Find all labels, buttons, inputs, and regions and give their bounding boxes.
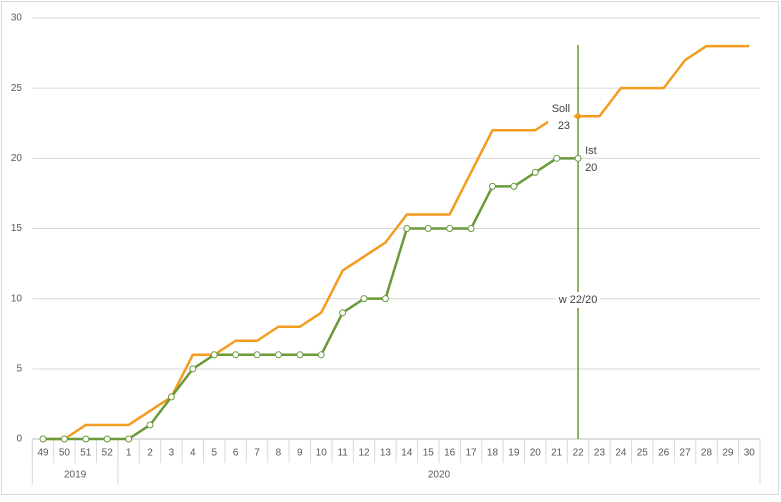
label-bg: [548, 102, 575, 135]
point: [317, 351, 325, 359]
x-tick-label: 20: [530, 448, 542, 459]
point: [60, 435, 68, 443]
point: [253, 351, 261, 359]
point: [125, 435, 133, 443]
x-tick-label: 17: [465, 448, 477, 459]
x-tick-label: 21: [551, 448, 563, 459]
x-tick-label: 23: [594, 448, 606, 459]
point: [339, 309, 347, 317]
x-tick-label: 14: [401, 448, 413, 459]
point: [446, 225, 454, 232]
data-label-name: Soll: [552, 103, 570, 115]
x-tick-label: 49: [37, 448, 49, 459]
x-tick-label: 51: [80, 448, 92, 459]
x-tick-label: 8: [276, 448, 282, 459]
y-tick-label: 10: [11, 293, 23, 304]
data-label: 23: [558, 120, 570, 132]
x-tick-label: 11: [337, 448, 348, 459]
data-label-name: Ist: [585, 145, 597, 157]
point: [167, 393, 175, 401]
x-tick-label: 52: [102, 448, 114, 459]
x-tick-label: 13: [380, 448, 392, 459]
series-line: [43, 157, 579, 441]
point: [103, 435, 111, 443]
x-tick-label: 26: [658, 448, 670, 459]
marker-label-bg: [556, 292, 601, 308]
x-tick-label: 9: [297, 448, 303, 459]
y-tick-label: 0: [16, 434, 22, 445]
x-tick-label: 4: [190, 448, 196, 459]
x-tick-label: 29: [722, 448, 734, 459]
data-label: 20: [585, 162, 597, 174]
group-label: 2019: [64, 470, 87, 481]
x-tick-label: 25: [637, 448, 649, 459]
y-tick-label: 5: [16, 363, 22, 374]
x-tick-label: 6: [233, 448, 239, 459]
x-tick-label: 50: [59, 448, 71, 459]
y-tick-label: 15: [11, 223, 23, 234]
point: [381, 295, 389, 303]
x-tick-label: 12: [358, 448, 370, 459]
point: [574, 154, 582, 162]
point: [424, 225, 432, 232]
y-tick-label: 20: [11, 153, 23, 164]
marker-label: w 22/20: [558, 294, 598, 306]
group-label: 2020: [428, 470, 451, 481]
x-tick-label: 16: [444, 448, 456, 459]
x-tick-label: 10: [316, 448, 328, 459]
x-tick-label: 19: [508, 448, 520, 459]
x-tick-label: 2: [147, 448, 153, 459]
point: [360, 295, 368, 303]
x-tick-label: 1: [126, 448, 132, 459]
x-tick-label: 7: [254, 448, 260, 459]
point: [510, 182, 518, 190]
point: [488, 182, 496, 190]
point: [232, 351, 240, 359]
point: [553, 154, 561, 162]
x-tick-label: 15: [423, 448, 435, 459]
y-tick-label: 25: [11, 83, 23, 94]
point: [296, 351, 304, 359]
point: [146, 421, 154, 429]
y-tick-label: 30: [11, 13, 23, 24]
x-tick-label: 3: [169, 448, 175, 459]
point: [403, 225, 411, 232]
x-tick-label: 18: [487, 448, 499, 459]
x-tick-label: 24: [615, 448, 627, 459]
point: [575, 113, 582, 120]
x-tick-label: 28: [701, 448, 713, 459]
x-tick-label: 22: [573, 448, 585, 459]
point: [467, 225, 475, 232]
point: [82, 435, 90, 443]
point: [274, 351, 282, 359]
x-tick-label: 27: [680, 448, 692, 459]
point: [189, 365, 197, 373]
point: [531, 168, 539, 176]
x-tick-label: 30: [744, 448, 756, 459]
point: [210, 351, 218, 359]
point: [39, 435, 47, 443]
series-line: [43, 44, 750, 441]
x-tick-label: 5: [211, 448, 217, 459]
